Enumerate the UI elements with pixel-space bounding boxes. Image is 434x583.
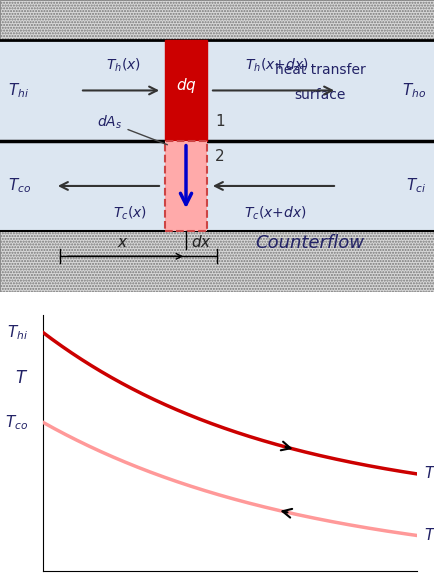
Text: $T_{ho}$: $T_{ho}$	[402, 81, 426, 100]
Bar	[0, 231, 434, 292]
Text: $T_c(x)$: $T_c(x)$	[113, 205, 147, 222]
Text: 2: 2	[215, 149, 225, 164]
Text: heat transfer: heat transfer	[275, 64, 365, 78]
Text: $T_{hi}$: $T_{hi}$	[8, 81, 29, 100]
Text: Counterflow: Counterflow	[256, 234, 365, 252]
Text: 1: 1	[215, 114, 225, 129]
Text: $T_h(x{+}dx)$: $T_h(x{+}dx)$	[245, 57, 309, 74]
Text: surface: surface	[294, 89, 346, 103]
Text: $T_h(x)$: $T_h(x)$	[105, 57, 141, 74]
Bar	[0, 231, 434, 292]
Text: $T_{co}$: $T_{co}$	[8, 177, 31, 195]
Bar	[165, 40, 207, 141]
Bar	[165, 141, 207, 231]
Text: $T_{ho}$: $T_{ho}$	[424, 465, 434, 483]
Text: $T_{hi}$: $T_{hi}$	[7, 324, 29, 342]
Text: $T_{ci}$: $T_{ci}$	[406, 177, 426, 195]
Text: $dq$: $dq$	[176, 76, 197, 95]
Text: $dA_s$: $dA_s$	[97, 114, 168, 145]
Text: $T_{co}$: $T_{co}$	[5, 413, 29, 432]
Text: $T_{ci}$: $T_{ci}$	[424, 526, 434, 545]
Text: $T$: $T$	[15, 368, 29, 387]
Bar	[0, 0, 434, 40]
Bar	[0, 141, 434, 231]
Bar	[0, 40, 434, 141]
Text: $T_c(x{+}dx)$: $T_c(x{+}dx)$	[243, 205, 306, 222]
Bar	[0, 0, 434, 40]
Text: $x$: $x$	[117, 235, 129, 250]
Text: $dx$: $dx$	[191, 234, 212, 250]
